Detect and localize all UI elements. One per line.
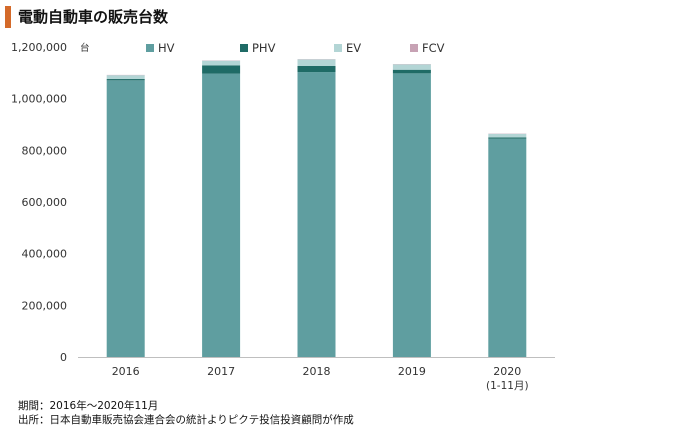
y-tick-label: 1,000,000: [11, 93, 67, 106]
bar-segment-phv: [488, 137, 527, 139]
y-tick-label: 800,000: [22, 144, 68, 157]
bar-segment-hv: [488, 138, 527, 357]
x-tick-label: 2017: [207, 365, 235, 378]
bar-segment-hv: [392, 73, 431, 357]
bar-segment-ev: [106, 75, 145, 80]
legend-swatch-hv: [146, 44, 154, 52]
x-tick-label: 2020: [493, 365, 521, 378]
x-tick-label: 2019: [398, 365, 426, 378]
x-tick-label: 2018: [303, 365, 331, 378]
legend-swatch-phv: [240, 44, 248, 52]
y-tick-label: 200,000: [22, 299, 68, 312]
legend-swatch-fcv: [410, 44, 418, 52]
bar-chart: 0 200,000 400,000 600,000 800,000 1,000,000 1,…: [11, 41, 555, 392]
title-accent-bar: [5, 6, 11, 28]
footnote-source: 出所：日本自動車販売協会連合会の統計よりピクテ投信投資顧問が作成: [18, 414, 354, 426]
x-tick-sublabel: (1-11月): [486, 380, 529, 392]
bar-segment-phv: [106, 79, 145, 81]
y-tick-label: 400,000: [22, 248, 68, 261]
legend-label-fcv: FCV: [422, 41, 445, 55]
bar-segment-hv: [106, 80, 145, 357]
footnote-period: 期間：2016年～2020年11月: [18, 400, 159, 412]
bar-segment-phv: [297, 65, 336, 73]
chart-title: 電動自動車の販売台数: [18, 8, 169, 26]
x-tick-label: 2016: [112, 365, 140, 378]
bar-segment-ev: [488, 133, 527, 138]
bar-segment-ev: [392, 64, 431, 70]
bar-segment-ev: [202, 60, 241, 66]
legend-label-hv: HV: [158, 41, 175, 55]
bar-segment-phv: [392, 69, 431, 74]
y-tick-label: 1,200,000: [11, 41, 67, 54]
legend-label-phv: PHV: [252, 41, 276, 55]
y-tick-label: 0: [60, 351, 67, 364]
legend-label-ev: EV: [346, 41, 361, 55]
bar-segment-ev: [297, 59, 336, 66]
y-tick-label: 600,000: [22, 196, 68, 209]
bar-segment-hv: [297, 72, 336, 357]
legend-swatch-ev: [334, 44, 342, 52]
bar-segment-phv: [202, 65, 241, 74]
bar-segment-hv: [202, 73, 241, 357]
y-unit-label: 台: [80, 42, 90, 54]
